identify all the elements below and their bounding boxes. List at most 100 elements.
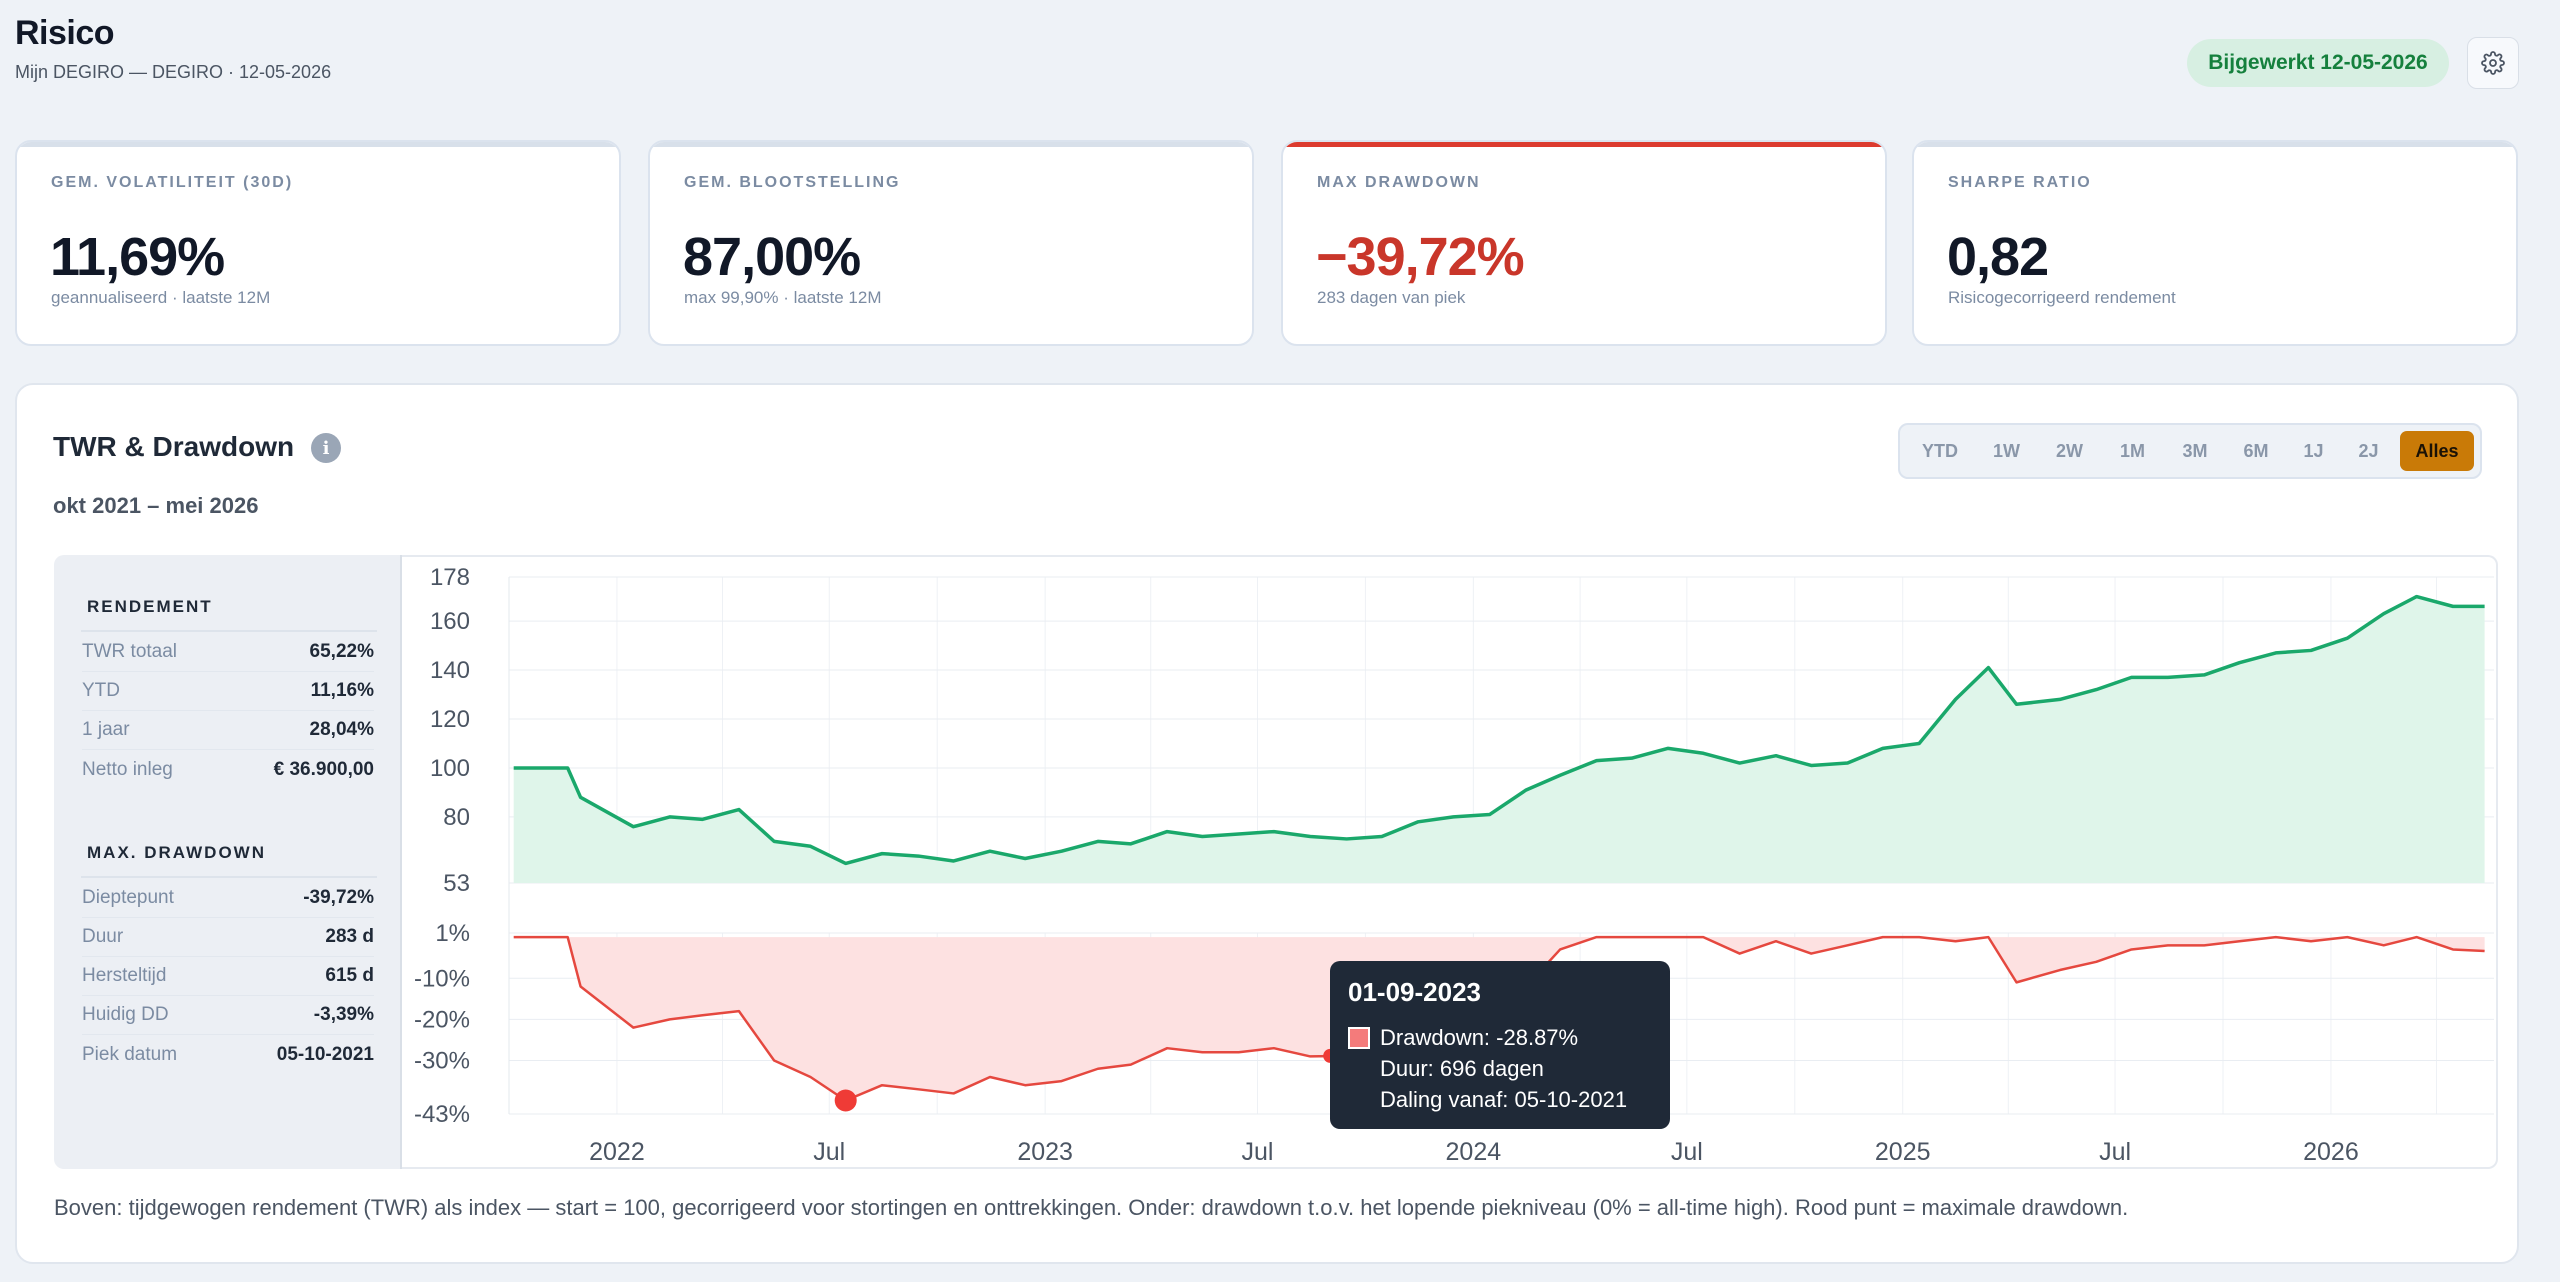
stat-row: 1 jaar 28,04%	[82, 711, 374, 750]
kpi-topline	[1283, 142, 1885, 147]
rendement-heading: RENDEMENT	[87, 597, 213, 616]
y-tick-label: 120	[430, 706, 470, 733]
stat-key: YTD	[82, 680, 120, 701]
twr-drawdown-chart[interactable]: 53 80 100 120 140 160 178 -43% -30% -20% -10% 1% 202…	[402, 557, 2498, 1169]
tooltip-duur: Duur: 696 dagen	[1380, 1056, 1544, 1081]
divider	[81, 876, 377, 878]
x-tick-label: Jul	[1671, 1138, 1703, 1166]
range-alles[interactable]: Alles	[2400, 431, 2474, 471]
x-tick-label: 2025	[1875, 1138, 1931, 1166]
x-tick-label: Jul	[2099, 1138, 2131, 1166]
x-tick-label: 2026	[2303, 1138, 2359, 1166]
y-tick-label: 100	[430, 755, 470, 782]
period-label: okt 2021 – mei 2026	[53, 493, 259, 518]
kpi-card-exposure: GEM. BLOOTSTELLING 87,00% max 99,90% · l…	[648, 140, 1254, 346]
series-swatch	[1348, 1026, 1370, 1049]
info-icon[interactable]: i	[311, 433, 341, 463]
stat-row: YTD 11,16%	[82, 672, 374, 711]
range-2j[interactable]: 2J	[2358, 440, 2379, 461]
page-title: Risico	[15, 14, 115, 52]
kpi-label: GEM. VOLATILITEIT (30D)	[51, 174, 294, 191]
kpi-note: geannualiseerd · laatste 12M	[51, 288, 271, 307]
drawdown-area	[513, 937, 2485, 1101]
range-2w[interactable]: 2W	[2056, 440, 2083, 461]
kpi-note: 283 dagen van piek	[1317, 288, 1466, 307]
chart-footnote: Boven: tijdgewogen rendement (TWR) als i…	[54, 1195, 2129, 1220]
kpi-label: SHARPE RATIO	[1948, 174, 2092, 191]
stat-key: Hersteltijd	[82, 965, 167, 986]
range-3m[interactable]: 3M	[2182, 440, 2208, 461]
twr-area	[513, 596, 2485, 883]
x-tick-label: 2023	[1017, 1138, 1073, 1166]
kpi-topline	[650, 142, 1252, 147]
kpi-note: Risicogecorrigeerd rendement	[1948, 288, 2176, 307]
twr-line	[513, 594, 2485, 866]
stat-value: -3,39%	[313, 1004, 374, 1025]
card-title: TWR & Drawdown	[53, 431, 295, 462]
stat-row: Netto inleg € 36.900,00	[82, 750, 374, 789]
kpi-label: GEM. BLOOTSTELLING	[684, 174, 901, 191]
y-tick-label: 160	[430, 608, 470, 635]
stat-row: Piek datum 05-10-2021	[82, 1035, 374, 1074]
stat-value: 65,22%	[309, 641, 374, 662]
stat-key: Netto inleg	[82, 758, 173, 780]
kpi-card-sharpe: SHARPE RATIO 0,82 Risicogecorrigeerd ren…	[1912, 140, 2518, 346]
stat-key: Huidig DD	[82, 1004, 169, 1025]
y-tick-label: 80	[443, 804, 470, 831]
stats-sidebar: RENDEMENT TWR totaal 65,22% YTD 11,16% 1 j…	[54, 555, 402, 1169]
stat-key: 1 jaar	[82, 719, 130, 740]
stat-row: Dieptepunt -39,72%	[82, 879, 374, 918]
kpi-value: −39,72%	[1316, 227, 1525, 287]
stat-row: Duur 283 d	[82, 918, 374, 957]
chart-tooltip: 01-09-2023 Drawdown: -28.87% Duur: 696 d…	[1330, 961, 1670, 1129]
y-tick-label: -10%	[414, 965, 470, 992]
y-tick-label: -20%	[414, 1006, 470, 1033]
kpi-label: MAX DRAWDOWN	[1317, 174, 1481, 191]
stat-row: Hersteltijd 615 d	[82, 957, 374, 996]
stat-value: 615 d	[325, 965, 374, 986]
kpi-card-max-drawdown: MAX DRAWDOWN −39,72% 283 dagen van piek	[1281, 140, 1887, 346]
stat-value: 28,04%	[309, 719, 374, 740]
tooltip-drawdown: Drawdown: -28.87%	[1348, 1022, 1652, 1053]
twr-drawdown-card: TWR & Drawdown i okt 2021 – mei 2026 YTD…	[15, 383, 2519, 1264]
stat-value: -39,72%	[303, 887, 374, 908]
kpi-topline	[17, 142, 619, 147]
max-drawdown-point	[834, 1089, 857, 1112]
settings-button[interactable]	[2467, 37, 2519, 89]
range-1w[interactable]: 1W	[1993, 440, 2020, 461]
x-tick-label: 2022	[589, 1138, 645, 1166]
kpi-value: 0,82	[1947, 227, 2049, 287]
stat-value: 05-10-2021	[276, 1043, 374, 1065]
x-tick-label: 2024	[1446, 1138, 1502, 1166]
y-tick-label: -43%	[414, 1101, 470, 1128]
kpi-card-volatility: GEM. VOLATILITEIT (30D) 11,69% geannuali…	[15, 140, 621, 346]
stat-key: TWR totaal	[82, 641, 178, 662]
y-tick-label: 53	[443, 870, 470, 897]
stat-key: Dieptepunt	[82, 887, 174, 908]
stat-key: Duur	[82, 926, 124, 947]
x-tick-label: Jul	[813, 1138, 845, 1166]
drawdown-heading: MAX. DRAWDOWN	[87, 843, 266, 862]
tooltip-drawdown-text: Drawdown: -28.87%	[1380, 1025, 1579, 1050]
stat-row: Huidig DD -3,39%	[82, 996, 374, 1035]
y-tick-label: -30%	[414, 1048, 470, 1075]
range-selector: YTD 1W 2W 1M 3M 6M 1J 2J Alles	[1898, 423, 2482, 479]
stat-value: 283 d	[325, 926, 374, 947]
y-tick-label: 1%	[435, 920, 470, 947]
range-ytd[interactable]: YTD	[1922, 440, 1958, 461]
tooltip-daling: Daling vanaf: 05-10-2021	[1380, 1087, 1628, 1112]
stat-key: Piek datum	[82, 1043, 178, 1065]
stat-row: TWR totaal 65,22%	[82, 633, 374, 672]
stat-value: € 36.900,00	[273, 758, 374, 780]
updated-badge: Bijgewerkt 12-05-2026	[2187, 39, 2449, 87]
y-tick-label: 140	[430, 657, 470, 684]
range-6m[interactable]: 6M	[2243, 440, 2269, 461]
stat-value: 11,16%	[310, 680, 374, 701]
x-tick-label: Jul	[1241, 1138, 1273, 1166]
kpi-value: 87,00%	[683, 227, 861, 287]
range-1m[interactable]: 1M	[2119, 440, 2145, 461]
chart-area: 53 80 100 120 140 160 178 -43% -30% -20% -10% 1% 202…	[402, 555, 2498, 1169]
range-1j[interactable]: 1J	[2303, 440, 2324, 461]
divider	[81, 630, 377, 632]
kpi-topline	[1914, 142, 2516, 147]
